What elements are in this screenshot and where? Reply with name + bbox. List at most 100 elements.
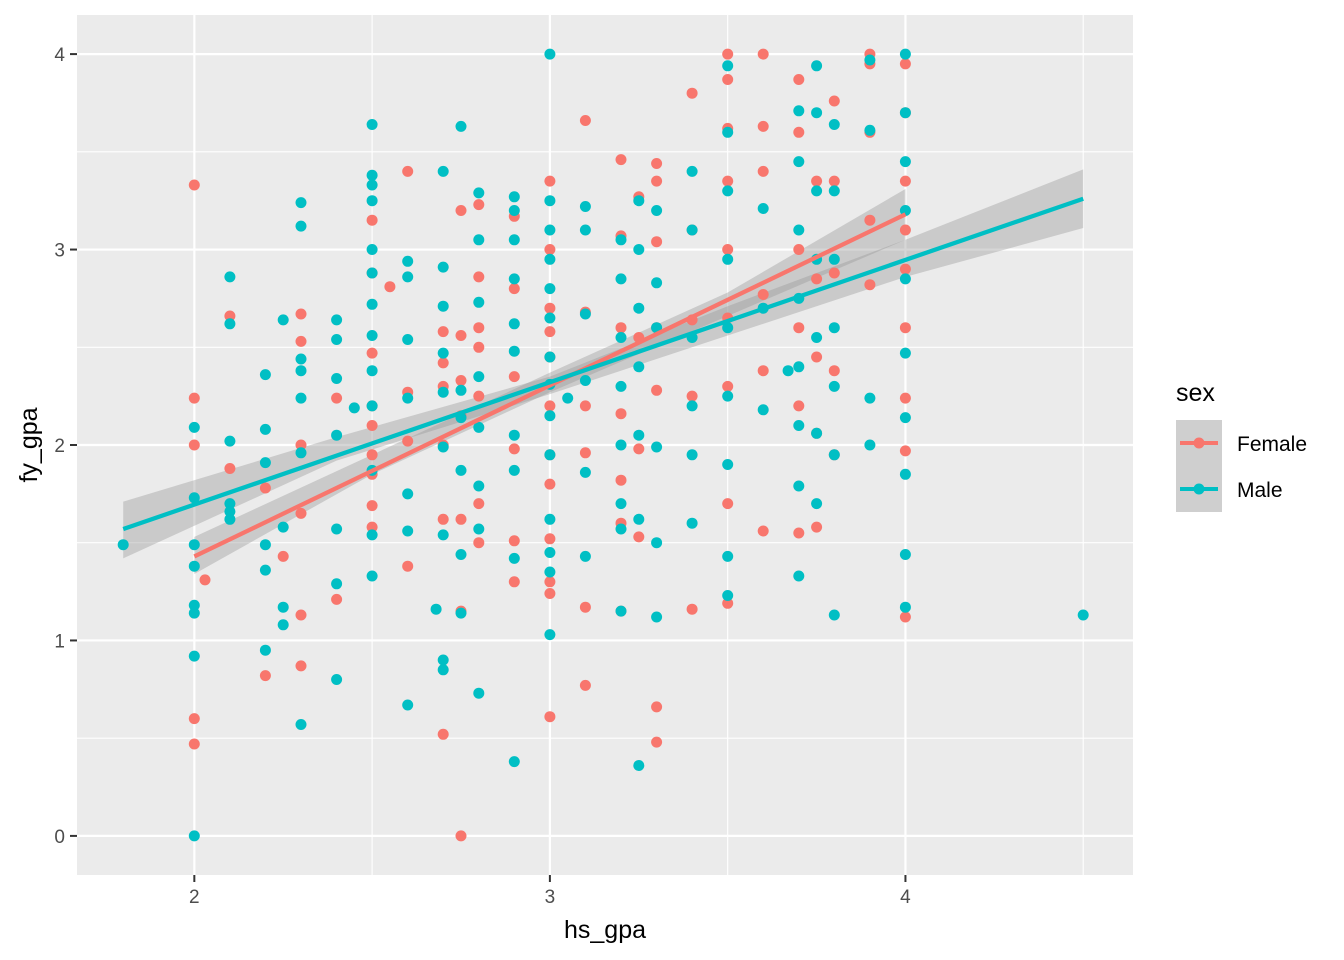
data-point-female [651,158,663,169]
data-point-male [633,513,645,525]
data-point-male [633,302,645,314]
data-point-male [811,60,823,72]
data-point-female [722,175,734,187]
y-tick-label: 2 [54,436,65,457]
data-point-male [295,365,307,377]
data-point-male [295,392,307,404]
data-point-male [544,48,556,60]
data-point-male [899,347,911,359]
data-point-female [259,482,271,494]
data-point-male [224,271,236,283]
data-point-male [188,830,200,842]
data-point-male [651,277,663,289]
data-point-male [437,347,449,359]
data-point-male [224,435,236,447]
legend-title: sex [1176,379,1215,407]
data-point-female [199,574,211,586]
data-point-male [437,261,449,273]
data-point-male [793,156,805,168]
data-point-male [366,570,378,582]
data-point-female [757,365,769,377]
data-point-male [295,353,307,365]
data-point-male [651,537,663,549]
data-point-female [793,126,805,138]
y-tick-label: 4 [54,45,65,66]
data-point-male [899,468,911,480]
data-point-female [757,165,769,177]
data-point-male [633,244,645,255]
data-point-male [651,611,663,623]
data-point-female [188,392,200,404]
data-point-female [544,711,556,723]
data-point-male [455,384,467,396]
data-point-female [224,463,236,474]
data-point-male [828,322,840,334]
data-point-male [579,308,591,320]
x-tick-label: 2 [189,887,200,908]
data-point-female [473,537,485,549]
data-point-male [544,312,556,324]
data-point-female [544,400,556,412]
data-point-male [1077,609,1089,621]
data-point-female [793,400,805,412]
data-point-female [277,550,289,562]
data-point-male [615,380,627,392]
data-point-male [899,273,911,285]
data-point-male [188,599,200,611]
data-point-female [224,310,236,322]
data-point-male [899,156,911,168]
data-point-male [651,441,663,453]
data-point-male [899,412,911,424]
data-point-male [828,119,840,130]
data-point-female [651,175,663,187]
data-point-female [544,175,556,187]
data-point-male [331,373,343,384]
data-point-male [899,549,911,560]
data-point-female [615,474,627,486]
data-point-male [633,760,645,771]
data-point-female [828,175,840,187]
data-point-female [579,447,591,459]
grid-lines [77,15,1133,875]
data-point-male [188,421,200,433]
data-point-female [722,498,734,510]
data-point-male [864,54,876,66]
data-point-female [384,281,396,293]
data-point-male [188,560,200,572]
data-point-female [615,322,627,334]
data-point-female [544,576,556,588]
data-point-female [686,87,698,99]
data-point-female [473,390,485,402]
data-point-male [473,187,485,199]
data-point-male [508,429,520,441]
data-point-male [562,392,574,404]
data-point-female [793,74,805,85]
data-point-male [437,654,449,666]
data-point-male [259,564,271,576]
data-point-female [686,390,698,402]
data-point-male [793,105,805,117]
data-point-female [899,322,911,334]
data-point-female [437,513,449,525]
data-point-male [259,369,271,381]
data-point-female [508,535,520,547]
data-point-male [508,273,520,285]
data-point-female [651,736,663,748]
data-point-female [864,279,876,291]
data-point-female [544,533,556,545]
data-point-female [366,420,378,431]
data-point-male [828,253,840,265]
data-point-male [348,402,360,414]
data-point-male [331,523,343,535]
data-point-male [259,457,271,469]
data-point-male [633,361,645,373]
data-point-male [455,549,467,560]
data-point-male [402,525,414,537]
data-point-male [508,205,520,216]
data-point-male [508,756,520,768]
data-point-female [757,525,769,537]
data-point-female [366,347,378,359]
data-point-male [722,126,734,138]
data-point-female [188,738,200,750]
data-point-male [899,48,911,60]
